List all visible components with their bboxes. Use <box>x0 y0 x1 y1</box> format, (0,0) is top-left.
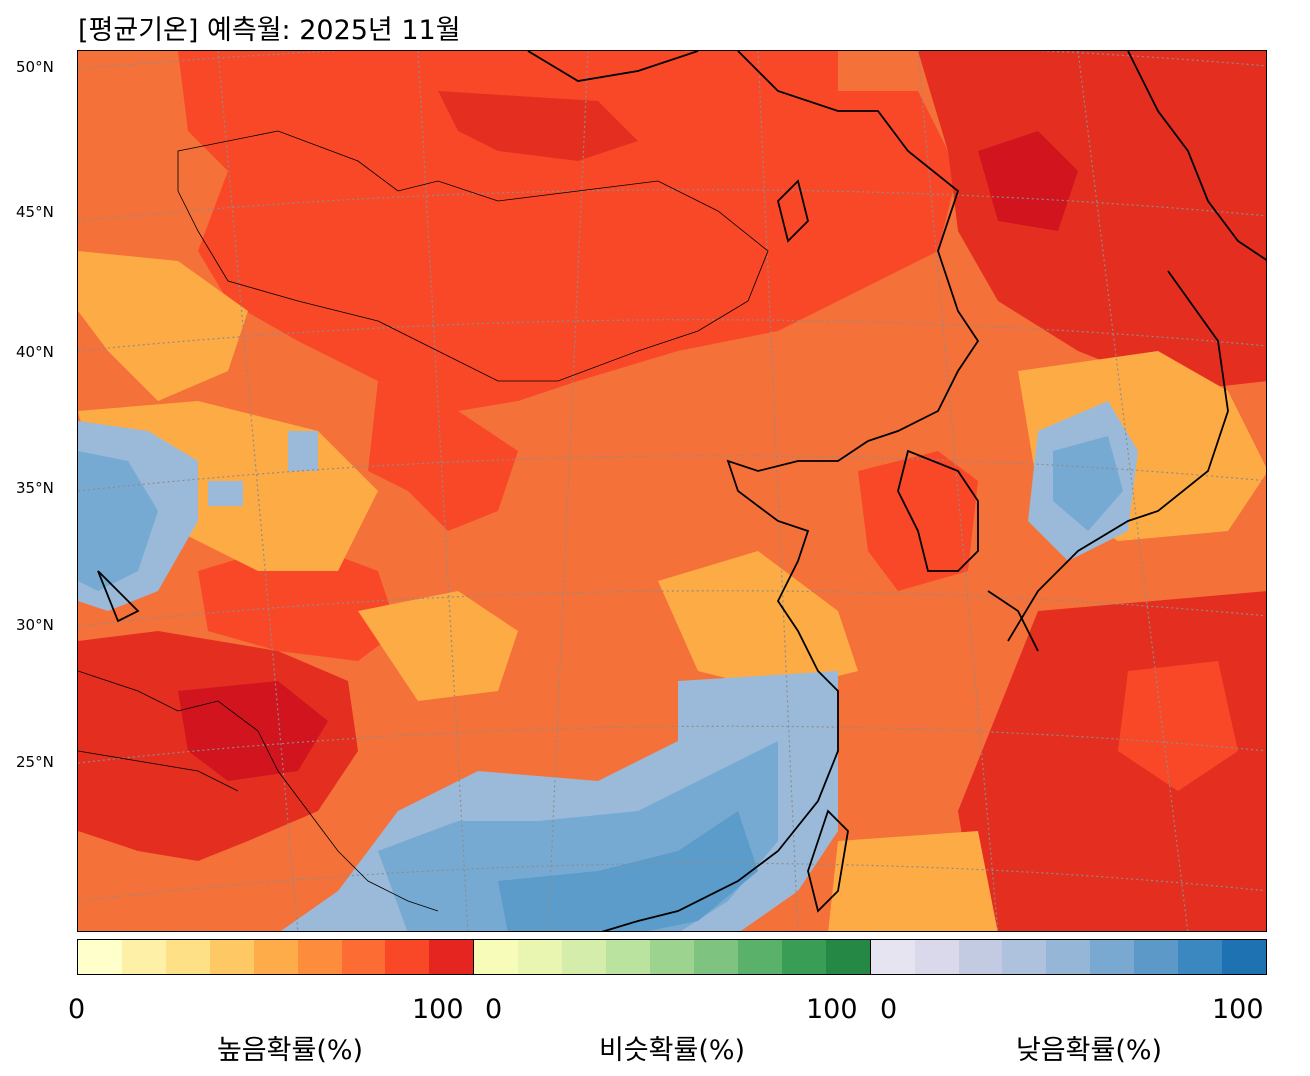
probability-colorbar <box>77 939 1267 975</box>
colorbar-high-min: 0 <box>68 994 86 1025</box>
medium-probability-region-west <box>78 251 248 401</box>
map-canvas <box>78 51 1266 931</box>
lat-label-45n: 45°N <box>16 203 54 221</box>
colorbar-swatch <box>297 940 342 974</box>
colorbar-high-max: 100 <box>412 994 464 1025</box>
coastlines <box>97 51 1266 931</box>
colorbar-high-label: 높음확률(%) <box>216 1035 364 1066</box>
graticule <box>78 51 1266 931</box>
colorbar-swatch <box>1090 940 1135 974</box>
colorbar-swatch <box>1178 940 1223 974</box>
colorbar-similar-min: 0 <box>485 994 503 1025</box>
colorbar-swatch <box>341 940 386 974</box>
low-probability-region-west-core <box>78 451 158 591</box>
probability-map[interactable] <box>77 50 1267 932</box>
colorbar-swatch <box>606 940 651 974</box>
high-probability-region-west <box>198 541 398 661</box>
medium-probability-region-yangtze <box>658 551 858 691</box>
colorbar-high <box>78 940 474 974</box>
high-probability-region-korea <box>858 451 978 591</box>
medium-probability-region-taiwan <box>828 831 998 931</box>
lat-label-35n: 35°N <box>16 479 54 497</box>
low-probability-region-japan-core <box>1053 436 1123 531</box>
colorbar-swatch <box>1046 940 1091 974</box>
colorbar-swatch <box>1222 940 1266 974</box>
colorbar-swatch <box>870 940 915 974</box>
colorbar-swatch <box>121 940 166 974</box>
colorbar-low-label: 낮음확률(%) <box>1015 1035 1163 1066</box>
colorbar-swatch <box>518 940 563 974</box>
colorbar-swatch <box>825 940 870 974</box>
medium-probability-region-central <box>358 591 518 701</box>
country-borders <box>78 130 769 912</box>
high-probability-region-mongolia <box>438 91 638 161</box>
colorbar-swatch <box>737 940 782 974</box>
map-title: [평균기온] 예측월: 2025년 11월 <box>78 15 461 46</box>
colorbar-swatch <box>429 940 474 974</box>
colorbar-swatch <box>385 940 430 974</box>
colorbar-similar <box>473 940 870 974</box>
colorbar-swatch <box>78 940 122 974</box>
lat-label-40n: 40°N <box>16 343 54 361</box>
high-probability-region-southwest-core <box>178 681 328 781</box>
lat-label-30n: 30°N <box>16 616 54 634</box>
colorbar-swatch <box>693 940 738 974</box>
colorbar-swatch <box>1002 940 1047 974</box>
low-probability-region-south-china-deep <box>498 811 758 931</box>
colorbar-low-max: 100 <box>1212 994 1264 1025</box>
colorbar-swatch <box>650 940 694 974</box>
colorbar-similar-label: 비슷확률(%) <box>598 1035 746 1066</box>
high-probability-region-manchuria <box>918 51 1266 391</box>
colorbar-swatch <box>958 940 1003 974</box>
colorbar-low-min: 0 <box>880 994 898 1025</box>
lat-label-25n: 25°N <box>16 753 54 771</box>
colorbar-swatch <box>165 940 210 974</box>
low-probability-region-west-patch <box>208 431 318 506</box>
colorbar-swatch <box>253 940 298 974</box>
colorbar-similar-max: 100 <box>806 994 858 1025</box>
colorbar-swatch <box>209 940 254 974</box>
high-probability-region-north <box>178 51 958 411</box>
high-probability-region-amur <box>978 131 1078 231</box>
colorbar-swatch <box>562 940 607 974</box>
high-probability-region-pacific-inner <box>1118 661 1238 791</box>
high-probability-region-center <box>368 381 518 531</box>
colorbar-swatch <box>914 940 959 974</box>
colorbar-swatch <box>781 940 826 974</box>
colorbar-swatch <box>474 940 519 974</box>
colorbar-low <box>869 940 1266 974</box>
colorbar-swatch <box>1134 940 1179 974</box>
lat-label-50n: 50°N <box>16 58 54 76</box>
